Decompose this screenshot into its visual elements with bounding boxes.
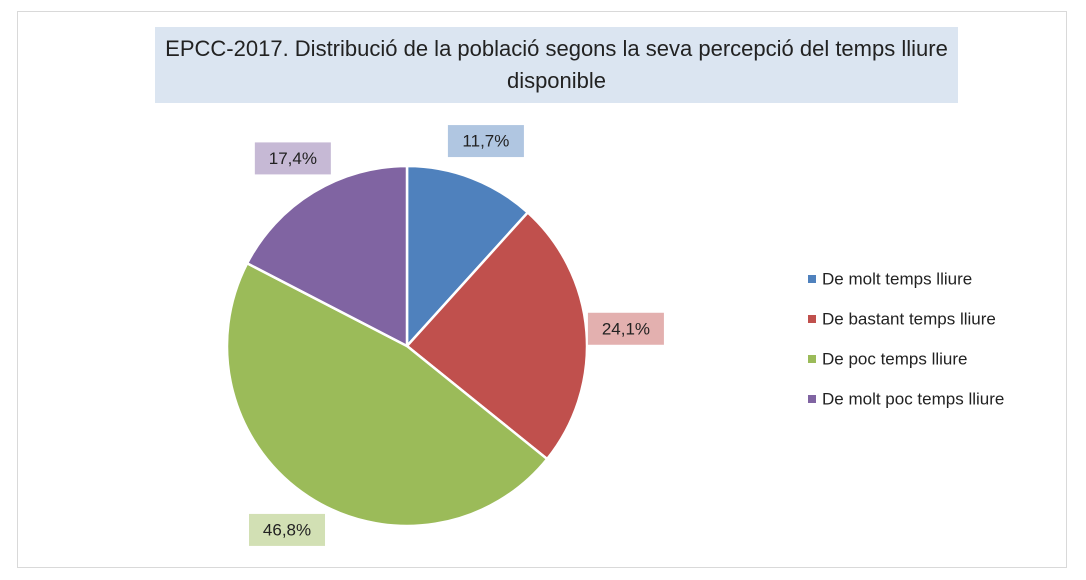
legend-swatch <box>808 395 816 403</box>
data-label: 24,1% <box>602 319 650 338</box>
legend-swatch <box>808 275 816 283</box>
legend-swatch <box>808 355 816 363</box>
data-label: 11,7% <box>462 132 509 151</box>
legend-label: De molt temps lliure <box>822 269 972 288</box>
legend-label: De molt poc temps lliure <box>822 389 1004 408</box>
pie-slice <box>225 261 549 528</box>
legend-swatch <box>808 315 816 323</box>
pie-slice <box>405 210 589 461</box>
legend-label: De bastant temps lliure <box>822 309 996 328</box>
data-label-box <box>587 312 664 345</box>
chart-frame <box>17 11 1067 568</box>
chart-title: EPCC-2017. Distribució de la població se… <box>155 27 958 103</box>
data-label: 17,4% <box>269 149 317 168</box>
pie-slice <box>245 164 409 349</box>
data-label-box <box>447 125 524 158</box>
data-label-box <box>254 142 331 175</box>
legend-label: De poc temps lliure <box>822 349 968 368</box>
data-label: 46,8% <box>263 520 311 539</box>
data-label-box <box>249 513 326 546</box>
pie-slice <box>405 164 530 350</box>
